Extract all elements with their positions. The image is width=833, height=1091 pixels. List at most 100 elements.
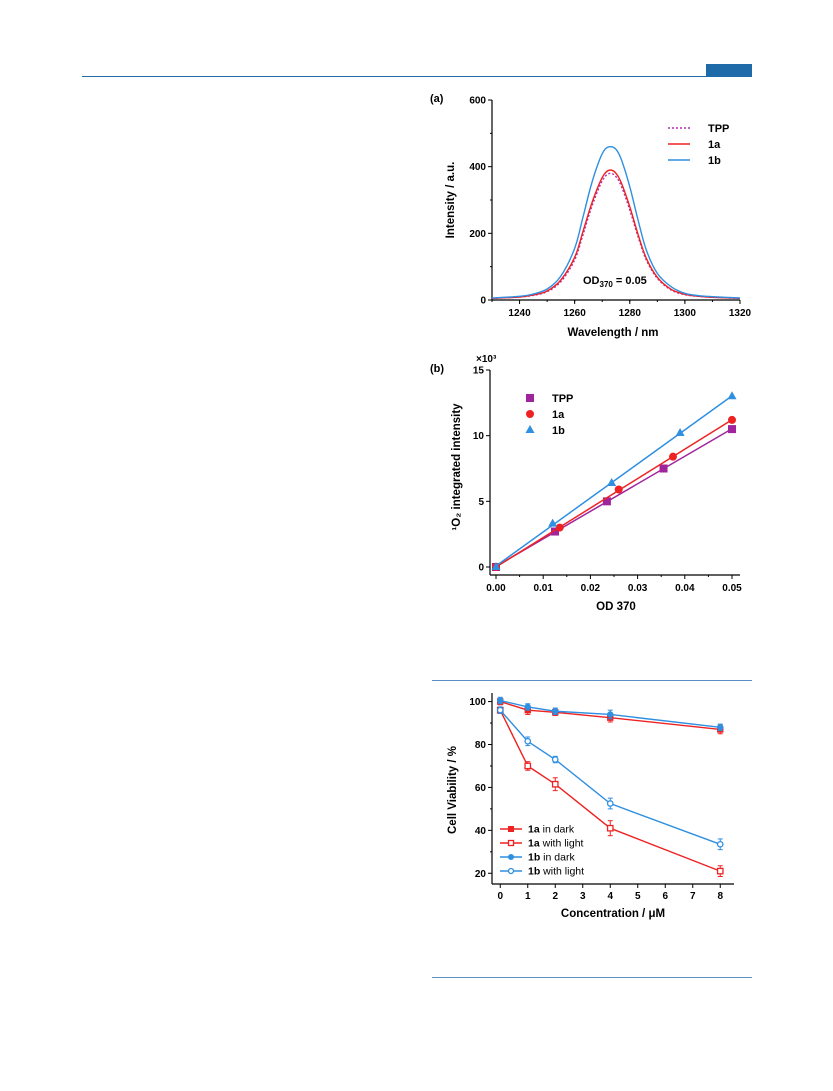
y-tick-label: 10 [473,431,485,442]
legend-label-1a: 1a [552,409,565,421]
x-tick-label: 3 [580,891,586,902]
y-multiplier: ×10³ [476,354,497,365]
legend: TPP 1a 1b [668,123,729,167]
x-tick-label: 0.05 [722,583,742,594]
x-axis-label: Wavelength / nm [568,327,659,339]
legend-marker-1b with light [507,867,515,875]
data-point-TPP [551,527,559,536]
figure-bottom-rule [432,977,752,978]
y-tick-label: 0 [480,296,486,307]
x-tick-label: 1300 [674,308,697,319]
x-tick-label: 1260 [564,308,587,319]
data-point-TPP [602,497,611,506]
legend-label-rest: in dark [540,824,575,836]
x-tick-label: 0.00 [486,583,506,594]
header-rule [82,76,752,77]
legend-label-bold: 1a [528,838,540,850]
data-point-1b [675,428,685,437]
data-point-1b with light [524,737,532,745]
x-axis-label: OD 370 [596,601,636,613]
y-tick-label: 600 [469,96,486,107]
data-point-1b [548,518,558,527]
data-point-TPP [728,425,736,434]
legend-label-rest: with light [540,866,584,878]
x-tick-label: 1280 [619,308,642,319]
y-tick-label: 20 [475,869,487,880]
y-axis-label: Cell Viability / % [447,746,459,834]
y-tick-label: 0 [478,563,484,574]
y-tick-label: 5 [478,497,484,508]
panel-label-a: (a) [430,93,444,105]
legend-label-bold: 1b [528,866,540,878]
data-point-1b in dark [607,711,614,718]
od-annotation: OD370 = 0.05 [583,275,647,289]
data-point-1b with light [606,800,614,807]
data-point-1a [728,415,736,424]
y-tick-label: 40 [475,826,487,837]
data-point-1a with light [524,762,532,770]
x-tick-label: 0 [497,891,503,902]
legend-marker-1b [525,425,535,433]
data-point-1a [669,452,677,461]
data-point-1a [555,523,564,532]
data-point-1b in dark [497,697,504,704]
data-point-1b with light [496,706,504,714]
legend-label-rest: in dark [540,852,575,864]
data-point-1b [491,562,501,570]
header-tab [706,64,752,77]
data-point-TPP [659,464,668,473]
x-tick-label: 0.02 [581,583,601,594]
data-point-1a [614,485,623,494]
x-tick-label: 5 [635,891,641,902]
legend: TPP 1a 1b [525,393,573,437]
legend-label-1b: 1b [552,425,565,437]
legend-label-1a with light: 1a with light [528,838,584,850]
y-tick-label: 200 [469,229,486,240]
y-axis-label: Intensity / a.u. [445,162,457,239]
legend-label-bold: 1a [528,824,540,836]
data-point-1a with light [716,867,724,875]
x-tick-label: 4 [607,891,613,902]
data-point-1b in dark [524,703,531,711]
figure-top-rule [432,680,752,681]
y-axis-label: ¹O₂ integrated intensity [451,403,463,531]
legend-label-1a in dark: 1a in dark [528,824,575,836]
legend-label-TPP: TPP [552,393,573,405]
legend-label-TPP: TPP [708,123,729,135]
legend-label-1b: 1b [708,155,721,167]
data-point-1b [727,391,737,400]
chart-c-cell-viability: Cell Viability / % Concentration / μM 0 1… [447,693,734,920]
x-tick-label: 2 [552,891,558,902]
data-point-1b with light [716,840,724,848]
chart-a-emission-spectra: (a) Intensity / a.u. Wavelength / nm 124… [430,93,752,339]
panel-label-b: (b) [430,363,444,375]
legend-marker-1a in dark [508,826,514,832]
legend-label-rest: with light [540,838,584,850]
y-tick-label: 80 [475,740,487,751]
data-point-1a with light [606,824,614,832]
legend-label-1a: 1a [708,139,721,151]
x-tick-label: 7 [690,891,696,902]
x-tick-label: 8 [717,891,723,902]
legend-label-1b in dark: 1b in dark [528,852,575,864]
x-tick-label: 1240 [508,308,531,319]
data-point-1b [607,477,617,486]
x-tick-label: 1320 [729,308,752,319]
legend-marker-1a [526,410,534,418]
fit-line-1a [495,419,733,568]
fit-line-1b [495,395,733,567]
x-tick-label: 0.01 [533,583,553,594]
y-tick-label: 400 [469,162,486,173]
y-tick-label: 100 [469,697,486,708]
x-tick-label: 0.03 [628,583,648,594]
x-tick-label: 6 [662,891,668,902]
x-axis-label: Concentration / μM [561,908,665,920]
x-tick-label: 0.04 [675,583,695,594]
y-tick-label: 60 [475,783,487,794]
data-point-1b in dark [552,708,559,715]
series-line-1a [491,169,741,300]
y-tick-label: 15 [473,366,485,377]
legend-marker-TPP [526,394,534,402]
data-point-1b with light [551,756,559,763]
